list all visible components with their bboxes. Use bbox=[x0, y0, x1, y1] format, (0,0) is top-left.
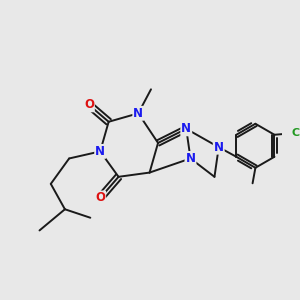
Text: N: N bbox=[181, 122, 191, 135]
Text: N: N bbox=[133, 107, 143, 120]
Text: O: O bbox=[84, 98, 94, 111]
Text: N: N bbox=[95, 145, 105, 158]
Text: Cl: Cl bbox=[292, 128, 300, 138]
Text: N: N bbox=[185, 152, 196, 165]
Text: N: N bbox=[214, 141, 224, 154]
Text: O: O bbox=[95, 191, 105, 205]
